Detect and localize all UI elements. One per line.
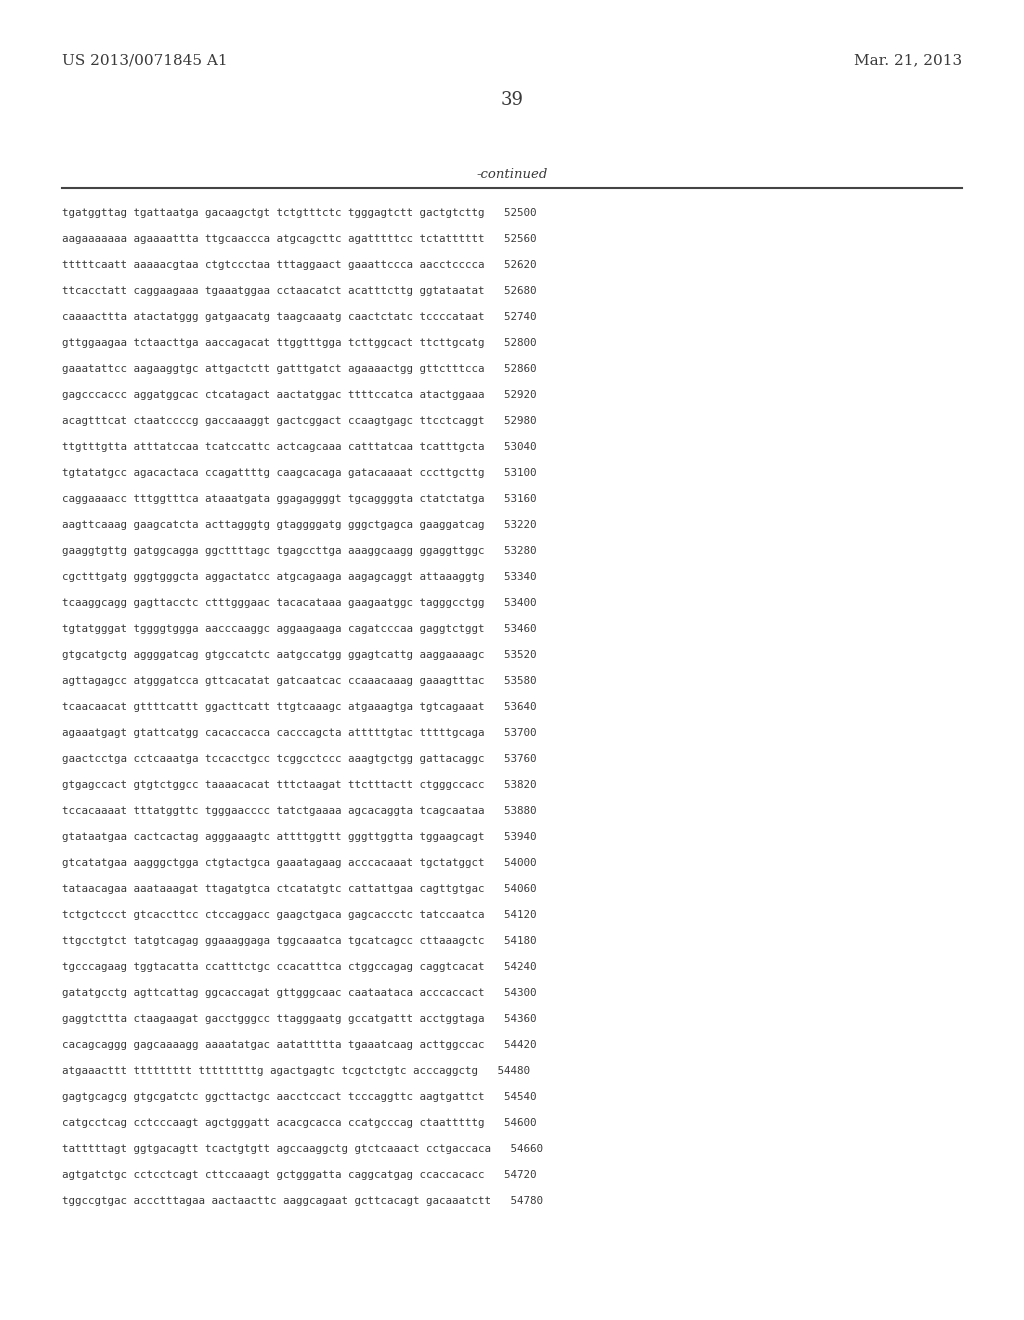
Text: cacagcaggg gagcaaaagg aaaatatgac aatattttta tgaaatcaag acttggccac   54420: cacagcaggg gagcaaaagg aaaatatgac aatattt… (62, 1040, 537, 1049)
Text: gtgagccact gtgtctggcc taaaacacat tttctaagat ttctttactt ctgggccacc   53820: gtgagccact gtgtctggcc taaaacacat tttctaa… (62, 780, 537, 789)
Text: tgtatatgcc agacactaca ccagattttg caagcacaga gatacaaaat cccttgcttg   53100: tgtatatgcc agacactaca ccagattttg caagcac… (62, 469, 537, 478)
Text: tgtatgggat tggggtggga aacccaaggc aggaagaaga cagatcccaa gaggtctggt   53460: tgtatgggat tggggtggga aacccaaggc aggaaga… (62, 624, 537, 634)
Text: agaaatgagt gtattcatgg cacaccacca cacccagcta atttttgtac tttttgcaga   53700: agaaatgagt gtattcatgg cacaccacca cacccag… (62, 729, 537, 738)
Text: gagcccaccc aggatggcac ctcatagact aactatggac ttttccatca atactggaaa   52920: gagcccaccc aggatggcac ctcatagact aactatg… (62, 389, 537, 400)
Text: ttgtttgtta atttatccaa tcatccattc actcagcaaa catttatcaa tcatttgcta   53040: ttgtttgtta atttatccaa tcatccattc actcagc… (62, 442, 537, 451)
Text: caaaacttta atactatggg gatgaacatg taagcaaatg caactctatc tccccataat   52740: caaaacttta atactatggg gatgaacatg taagcaa… (62, 312, 537, 322)
Text: gtataatgaa cactcactag agggaaagtc attttggttt gggttggtta tggaagcagt   53940: gtataatgaa cactcactag agggaaagtc attttgg… (62, 832, 537, 842)
Text: tcaacaacat gttttcattt ggacttcatt ttgtcaaagc atgaaagtga tgtcagaaat   53640: tcaacaacat gttttcattt ggacttcatt ttgtcaa… (62, 702, 537, 711)
Text: tataacagaa aaataaagat ttagatgtca ctcatatgtc cattattgaa cagttgtgac   54060: tataacagaa aaataaagat ttagatgtca ctcatat… (62, 884, 537, 894)
Text: ttgcctgtct tatgtcagag ggaaaggaga tggcaaatca tgcatcagcc cttaaagctc   54180: ttgcctgtct tatgtcagag ggaaaggaga tggcaaa… (62, 936, 537, 946)
Text: tgcccagaag tggtacatta ccatttctgc ccacatttca ctggccagag caggtcacat   54240: tgcccagaag tggtacatta ccatttctgc ccacatt… (62, 962, 537, 972)
Text: tctgctccct gtcaccttcc ctccaggacc gaagctgaca gagcaccctc tatccaatca   54120: tctgctccct gtcaccttcc ctccaggacc gaagctg… (62, 909, 537, 920)
Text: atgaaacttt ttttttttt tttttttttg agactgagtc tcgctctgtc acccaggctg   54480: atgaaacttt ttttttttt tttttttttg agactgag… (62, 1067, 530, 1076)
Text: aagaaaaaaa agaaaattta ttgcaaccca atgcagcttc agatttttcc tctatttttt   52560: aagaaaaaaa agaaaattta ttgcaaccca atgcagc… (62, 234, 537, 244)
Text: tggccgtgac accctttagaa aactaacttc aaggcagaat gcttcacagt gacaaatctt   54780: tggccgtgac accctttagaa aactaacttc aaggca… (62, 1196, 543, 1206)
Text: catgcctcag cctcccaagt agctgggatt acacgcacca ccatgcccag ctaatttttg   54600: catgcctcag cctcccaagt agctgggatt acacgca… (62, 1118, 537, 1129)
Text: gaggtcttta ctaagaagat gacctgggcc ttagggaatg gccatgattt acctggtaga   54360: gaggtcttta ctaagaagat gacctgggcc ttaggga… (62, 1014, 537, 1024)
Text: agtgatctgc cctcctcagt cttccaaagt gctgggatta caggcatgag ccaccacacc   54720: agtgatctgc cctcctcagt cttccaaagt gctggga… (62, 1170, 537, 1180)
Text: agttagagcc atgggatcca gttcacatat gatcaatcac ccaaacaaag gaaagtttac   53580: agttagagcc atgggatcca gttcacatat gatcaat… (62, 676, 537, 686)
Text: tccacaaaat tttatggttc tgggaacccc tatctgaaaa agcacaggta tcagcaataa   53880: tccacaaaat tttatggttc tgggaacccc tatctga… (62, 807, 537, 816)
Text: 39: 39 (501, 91, 523, 110)
Text: gagtgcagcg gtgcgatctc ggcttactgc aacctccact tcccaggttc aagtgattct   54540: gagtgcagcg gtgcgatctc ggcttactgc aacctcc… (62, 1092, 537, 1102)
Text: acagtttcat ctaatccccg gaccaaaggt gactcggact ccaagtgagc ttcctcaggt   52980: acagtttcat ctaatccccg gaccaaaggt gactcgg… (62, 416, 537, 426)
Text: gtgcatgctg aggggatcag gtgccatctc aatgccatgg ggagtcattg aaggaaaagc   53520: gtgcatgctg aggggatcag gtgccatctc aatgcca… (62, 649, 537, 660)
Text: US 2013/0071845 A1: US 2013/0071845 A1 (62, 53, 227, 67)
Text: cgctttgatg gggtgggcta aggactatcc atgcagaaga aagagcaggt attaaaggtg   53340: cgctttgatg gggtgggcta aggactatcc atgcaga… (62, 572, 537, 582)
Text: aagttcaaag gaagcatcta acttagggtg gtaggggatg gggctgagca gaaggatcag   53220: aagttcaaag gaagcatcta acttagggtg gtagggg… (62, 520, 537, 531)
Text: tcaaggcagg gagttacctc ctttgggaac tacacataaa gaagaatggc tagggcctgg   53400: tcaaggcagg gagttacctc ctttgggaac tacacat… (62, 598, 537, 609)
Text: gaactcctga cctcaaatga tccacctgcc tcggcctccc aaagtgctgg gattacaggc   53760: gaactcctga cctcaaatga tccacctgcc tcggcct… (62, 754, 537, 764)
Text: gttggaagaa tctaacttga aaccagacat ttggtttgga tcttggcact ttcttgcatg   52800: gttggaagaa tctaacttga aaccagacat ttggttt… (62, 338, 537, 348)
Text: tatttttagt ggtgacagtt tcactgtgtt agccaaggctg gtctcaaact cctgaccaca   54660: tatttttagt ggtgacagtt tcactgtgtt agccaag… (62, 1144, 543, 1154)
Text: gaaatattcc aagaaggtgc attgactctt gatttgatct agaaaactgg gttctttcca   52860: gaaatattcc aagaaggtgc attgactctt gatttga… (62, 364, 537, 374)
Text: tgatggttag tgattaatga gacaagctgt tctgtttctc tgggagtctt gactgtcttg   52500: tgatggttag tgattaatga gacaagctgt tctgttt… (62, 209, 537, 218)
Text: gatatgcctg agttcattag ggcaccagat gttgggcaac caataataca acccaccact   54300: gatatgcctg agttcattag ggcaccagat gttgggc… (62, 987, 537, 998)
Text: ttcacctatt caggaagaaa tgaaatggaa cctaacatct acatttcttg ggtataatat   52680: ttcacctatt caggaagaaa tgaaatggaa cctaaca… (62, 286, 537, 296)
Text: gaaggtgttg gatggcagga ggcttttagc tgagccttga aaaggcaagg ggaggttggc   53280: gaaggtgttg gatggcagga ggcttttagc tgagcct… (62, 546, 537, 556)
Text: Mar. 21, 2013: Mar. 21, 2013 (854, 53, 962, 67)
Text: -continued: -continued (476, 169, 548, 181)
Text: gtcatatgaa aagggctgga ctgtactgca gaaatagaag acccacaaat tgctatggct   54000: gtcatatgaa aagggctgga ctgtactgca gaaatag… (62, 858, 537, 869)
Text: caggaaaacc tttggtttca ataaatgata ggagaggggt tgcaggggta ctatctatga   53160: caggaaaacc tttggtttca ataaatgata ggagagg… (62, 494, 537, 504)
Text: tttttcaatt aaaaacgtaa ctgtccctaa tttaggaact gaaattccca aacctcccca   52620: tttttcaatt aaaaacgtaa ctgtccctaa tttagga… (62, 260, 537, 271)
